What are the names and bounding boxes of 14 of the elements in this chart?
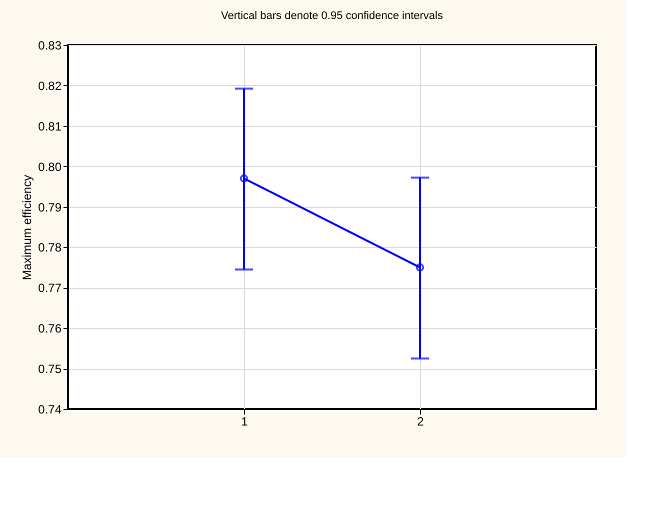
y-tick-label: 0.75 — [38, 362, 62, 376]
x-tick-label: 2 — [417, 414, 424, 428]
y-tick-label: 0.76 — [38, 322, 62, 336]
y-axis-title: Maximum efficiency — [20, 174, 34, 280]
x-tick-label: 1 — [241, 414, 248, 428]
y-tick-label: 0.74 — [38, 402, 62, 416]
y-tick-label: 0.80 — [38, 160, 62, 174]
y-tick-label: 0.77 — [38, 281, 62, 296]
y-tick-label: 0.82 — [38, 78, 62, 93]
chart-title: Vertical bars denote 0.95 confidence intervals — [221, 10, 444, 22]
y-tick-label: 0.79 — [38, 200, 62, 214]
y-tick-label: 0.78 — [38, 240, 62, 255]
y-tick-label: 0.81 — [38, 119, 62, 134]
y-tick-label: 0.83 — [38, 38, 62, 52]
